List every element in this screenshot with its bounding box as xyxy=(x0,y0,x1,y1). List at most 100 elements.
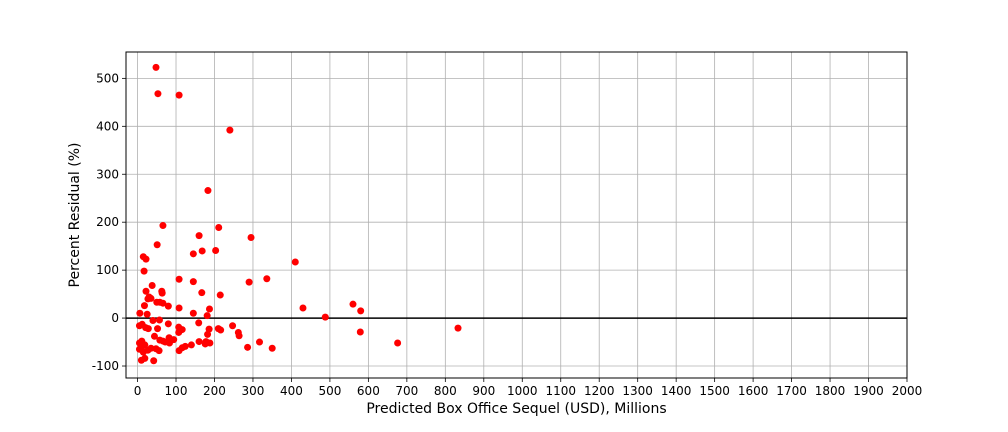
data-point xyxy=(164,320,172,328)
x-tick-label: 300 xyxy=(242,384,265,398)
data-point xyxy=(189,278,197,286)
x-tick-label: 2000 xyxy=(892,384,923,398)
x-axis-label: Predicted Box Office Sequel (USD), Milli… xyxy=(366,401,666,417)
data-point xyxy=(299,304,307,312)
y-tick-label: 500 xyxy=(96,71,119,85)
y-tick-label: 300 xyxy=(96,167,119,181)
y-axis-label: Percent Residual (%) xyxy=(67,143,83,288)
data-point xyxy=(135,322,143,330)
x-tick-label: 1000 xyxy=(507,384,538,398)
x-tick-label: 700 xyxy=(395,384,418,398)
data-point xyxy=(205,305,213,313)
x-tick-label: 0 xyxy=(134,384,142,398)
data-point xyxy=(187,341,195,349)
data-point xyxy=(321,313,329,321)
data-point xyxy=(268,344,276,352)
x-tick-label: 1700 xyxy=(776,384,807,398)
data-point xyxy=(144,295,152,303)
data-point xyxy=(148,281,156,289)
data-point xyxy=(203,312,211,320)
data-point xyxy=(152,63,160,71)
data-point xyxy=(201,340,209,348)
data-point xyxy=(175,275,183,283)
data-point xyxy=(149,316,157,324)
x-tick-label: 800 xyxy=(434,384,457,398)
x-tick-label: 1100 xyxy=(545,384,576,398)
data-point xyxy=(217,326,225,334)
data-point xyxy=(154,90,162,98)
data-point xyxy=(155,316,163,324)
data-point xyxy=(394,339,402,347)
data-point xyxy=(291,258,299,266)
x-tick-label: 1600 xyxy=(738,384,769,398)
data-point xyxy=(204,330,212,338)
data-point xyxy=(226,126,234,134)
data-point xyxy=(198,289,206,297)
data-point xyxy=(349,300,357,308)
data-point xyxy=(155,347,163,355)
data-point xyxy=(139,348,147,356)
plot-area-frame xyxy=(125,51,908,379)
data-point xyxy=(244,343,252,351)
data-point xyxy=(159,299,167,307)
data-point xyxy=(195,232,203,240)
data-point xyxy=(159,222,167,230)
data-point xyxy=(454,324,462,332)
grid-lines xyxy=(126,52,908,378)
data-points xyxy=(135,63,462,365)
data-point xyxy=(153,241,161,249)
data-point xyxy=(357,307,365,315)
data-point xyxy=(247,234,255,242)
y-tick-label: 400 xyxy=(96,119,119,133)
x-tick-label: 200 xyxy=(203,384,226,398)
data-point xyxy=(204,187,212,195)
data-point xyxy=(175,91,183,99)
data-point xyxy=(150,332,158,340)
x-tick-label: 1500 xyxy=(699,384,730,398)
y-tick-label: 200 xyxy=(96,215,119,229)
data-point xyxy=(256,338,264,346)
data-point xyxy=(142,255,150,263)
data-point xyxy=(356,328,364,336)
x-axis-ticks: 0 100 200 300 400 500 600 700 800 900 1000 1100 1200… xyxy=(134,378,923,398)
data-point xyxy=(205,325,213,333)
data-point xyxy=(143,310,151,318)
data-point xyxy=(245,278,253,286)
data-point xyxy=(189,250,197,258)
data-point xyxy=(216,291,224,299)
data-point xyxy=(235,332,243,340)
y-axis-ticks: -100 0 100 200 300 400 500 xyxy=(92,71,126,373)
data-point xyxy=(140,302,148,310)
y-tick-label: 0 xyxy=(111,311,119,325)
data-point xyxy=(195,338,203,346)
x-tick-label: 1300 xyxy=(622,384,653,398)
y-tick-label: 100 xyxy=(96,263,119,277)
data-point xyxy=(215,223,223,231)
data-point xyxy=(263,275,271,283)
y-tick-label: -100 xyxy=(92,359,119,373)
data-point xyxy=(158,289,166,297)
x-tick-label: 600 xyxy=(357,384,380,398)
data-point xyxy=(164,302,172,310)
data-point xyxy=(229,322,237,330)
data-point xyxy=(142,287,150,295)
x-tick-label: 1800 xyxy=(815,384,846,398)
data-point xyxy=(189,309,197,317)
data-point xyxy=(141,354,149,362)
x-tick-label: 900 xyxy=(472,384,495,398)
data-point xyxy=(165,339,173,347)
data-point xyxy=(195,319,203,327)
data-point xyxy=(140,267,148,275)
x-tick-label: 1900 xyxy=(853,384,884,398)
data-point xyxy=(212,246,220,254)
data-point xyxy=(175,328,183,336)
x-tick-label: 100 xyxy=(165,384,188,398)
x-tick-label: 400 xyxy=(280,384,303,398)
data-point xyxy=(144,325,152,333)
x-tick-label: 500 xyxy=(318,384,341,398)
data-point xyxy=(181,342,189,350)
data-point xyxy=(154,325,162,333)
data-point xyxy=(150,357,158,365)
data-point xyxy=(175,304,183,312)
